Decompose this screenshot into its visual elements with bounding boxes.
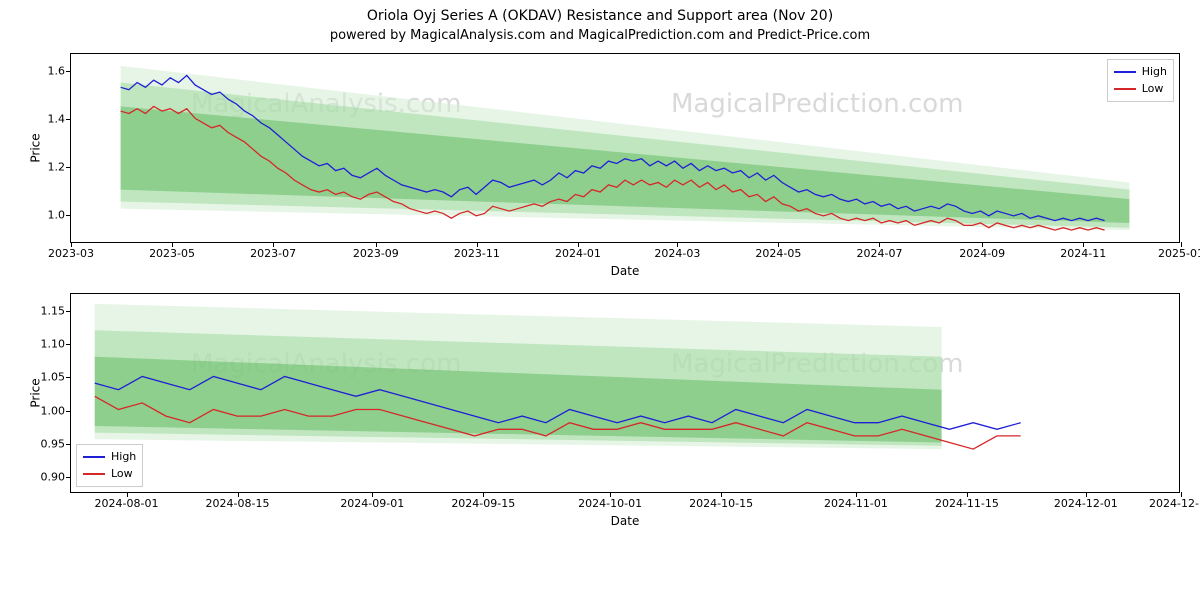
y-tick-label: 1.6 (31, 64, 65, 77)
x-tick-label: 2024-09 (959, 247, 1005, 260)
x-tick-label: 2024-09-01 (340, 497, 404, 510)
x-tick-label: 2024-09-15 (451, 497, 515, 510)
y-tick-label: 1.0 (31, 209, 65, 222)
chart-top: Price Date MagicalAnalysis.com MagicalPr… (70, 53, 1180, 243)
x-tick-label: 2024-12-15 (1149, 497, 1200, 510)
chart-svg (71, 294, 1179, 492)
legend-label: Low (1142, 81, 1164, 98)
legend-item-high: High (1114, 64, 1167, 81)
x-tick-label: 2024-12-01 (1054, 497, 1118, 510)
x-tick-label: 2023-03 (48, 247, 94, 260)
legend-label: Low (111, 466, 133, 483)
legend-label: High (111, 449, 136, 466)
x-tick-label: 2024-03 (654, 247, 700, 260)
legend-swatch (83, 456, 105, 458)
x-tick-label: 2023-09 (353, 247, 399, 260)
x-tick-label: 2024-07 (856, 247, 902, 260)
x-tick-label: 2024-11-01 (824, 497, 888, 510)
x-axis-label: Date (611, 514, 640, 528)
x-tick-label: 2024-11 (1060, 247, 1106, 260)
y-tick-label: 1.4 (31, 112, 65, 125)
legend-item-low: Low (1114, 81, 1167, 98)
chart-bottom: Price Date MagicalAnalysis.com MagicalPr… (70, 293, 1180, 493)
x-tick-label: 2024-11-15 (935, 497, 999, 510)
chart-svg (71, 54, 1179, 242)
y-tick-label: 1.2 (31, 161, 65, 174)
legend-item-low: Low (83, 466, 136, 483)
legend: High Low (1107, 59, 1174, 102)
y-tick-label: 1.05 (31, 371, 65, 384)
y-tick-label: 1.10 (31, 338, 65, 351)
legend-swatch (1114, 71, 1136, 73)
legend-swatch (83, 473, 105, 475)
x-tick-label: 2024-08-01 (95, 497, 159, 510)
x-tick-label: 2024-05 (755, 247, 801, 260)
chart-container: Oriola Oyj Series A (OKDAV) Resistance a… (0, 0, 1200, 600)
legend: High Low (76, 444, 143, 487)
x-tick-label: 2024-10-15 (689, 497, 753, 510)
x-tick-label: 2024-08-15 (206, 497, 270, 510)
legend-swatch (1114, 88, 1136, 90)
y-tick-label: 1.00 (31, 404, 65, 417)
x-tick-label: 2023-11 (454, 247, 500, 260)
chart-title: Oriola Oyj Series A (OKDAV) Resistance a… (0, 0, 1200, 24)
legend-item-high: High (83, 449, 136, 466)
y-tick-label: 1.15 (31, 304, 65, 317)
x-axis-label: Date (611, 264, 640, 278)
x-tick-label: 2024-01 (555, 247, 601, 260)
legend-label: High (1142, 64, 1167, 81)
x-tick-label: 2025-01 (1158, 247, 1200, 260)
x-tick-label: 2024-10-01 (578, 497, 642, 510)
chart-subtitle: powered by MagicalAnalysis.com and Magic… (0, 24, 1200, 49)
y-tick-label: 0.90 (31, 471, 65, 484)
y-tick-label: 0.95 (31, 438, 65, 451)
y-axis-label: Price (29, 133, 43, 162)
x-tick-label: 2023-07 (250, 247, 296, 260)
x-tick-label: 2023-05 (149, 247, 195, 260)
